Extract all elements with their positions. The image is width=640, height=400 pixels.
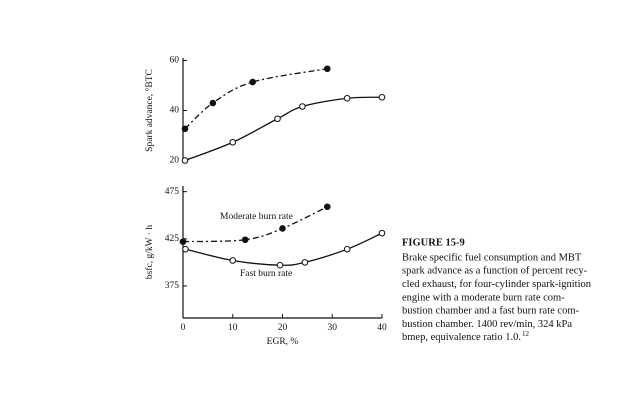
y-tick-label: 475 — [165, 187, 180, 197]
y-axis-label: Spark advance, °BTC — [144, 69, 155, 152]
data-point — [229, 138, 237, 146]
data-point — [301, 259, 309, 266]
x-tick-label: 0 — [181, 323, 186, 333]
caption-line: cled exhaust, for four-cylinder spark-ig… — [402, 279, 592, 290]
series-line — [184, 96, 383, 162]
data-point — [209, 99, 217, 107]
data-point — [299, 103, 306, 110]
y-tick-label: 20 — [170, 156, 180, 166]
data-point — [378, 93, 386, 101]
data-point — [323, 203, 331, 211]
series-line — [184, 68, 328, 130]
y-tick-label: 425 — [165, 234, 180, 244]
caption-line: Brake specific fuel consumption and MBT — [402, 252, 582, 263]
x-tick-label: 40 — [377, 323, 387, 333]
y-tick-label: 375 — [165, 281, 180, 291]
series-annotation: Moderate burn rate — [220, 212, 293, 222]
series-annotation: Fast burn rate — [240, 269, 292, 279]
y-tick-label: 40 — [170, 106, 180, 116]
series-line — [182, 206, 328, 243]
caption-title: FIGURE 15-9 — [402, 237, 465, 248]
data-point — [229, 257, 237, 264]
x-tick-label: 10 — [228, 323, 238, 333]
data-point — [182, 245, 189, 253]
x-axis-label: EGR, % — [267, 337, 299, 347]
data-point — [378, 229, 386, 237]
caption-line: bustion chamber and a fast burn rate com… — [402, 306, 579, 317]
data-point — [241, 236, 249, 244]
data-point — [181, 157, 189, 164]
data-point — [276, 261, 284, 269]
caption-line: bustion chamber. 1400 rev/min, 324 kPa — [402, 319, 572, 330]
caption-line: engine with a moderate burn rate com- — [402, 292, 565, 303]
x-tick-label: 30 — [328, 323, 338, 333]
data-point — [179, 238, 187, 245]
data-point — [249, 78, 256, 86]
y-axis-label: bsfc, g/kW · h — [144, 225, 155, 279]
data-point — [274, 115, 281, 123]
data-point — [181, 125, 189, 133]
series-line — [185, 232, 383, 266]
caption-ref: 12 — [522, 330, 530, 338]
data-point — [343, 94, 351, 102]
caption-line: spark advance as a function of percent r… — [402, 266, 588, 277]
data-point — [323, 65, 331, 73]
x-tick-label: 20 — [278, 323, 288, 333]
caption-line: bmep, equivalence ratio 1.0. — [402, 332, 521, 343]
y-tick-label: 60 — [170, 56, 180, 66]
data-point — [343, 245, 351, 253]
data-point — [279, 225, 286, 232]
